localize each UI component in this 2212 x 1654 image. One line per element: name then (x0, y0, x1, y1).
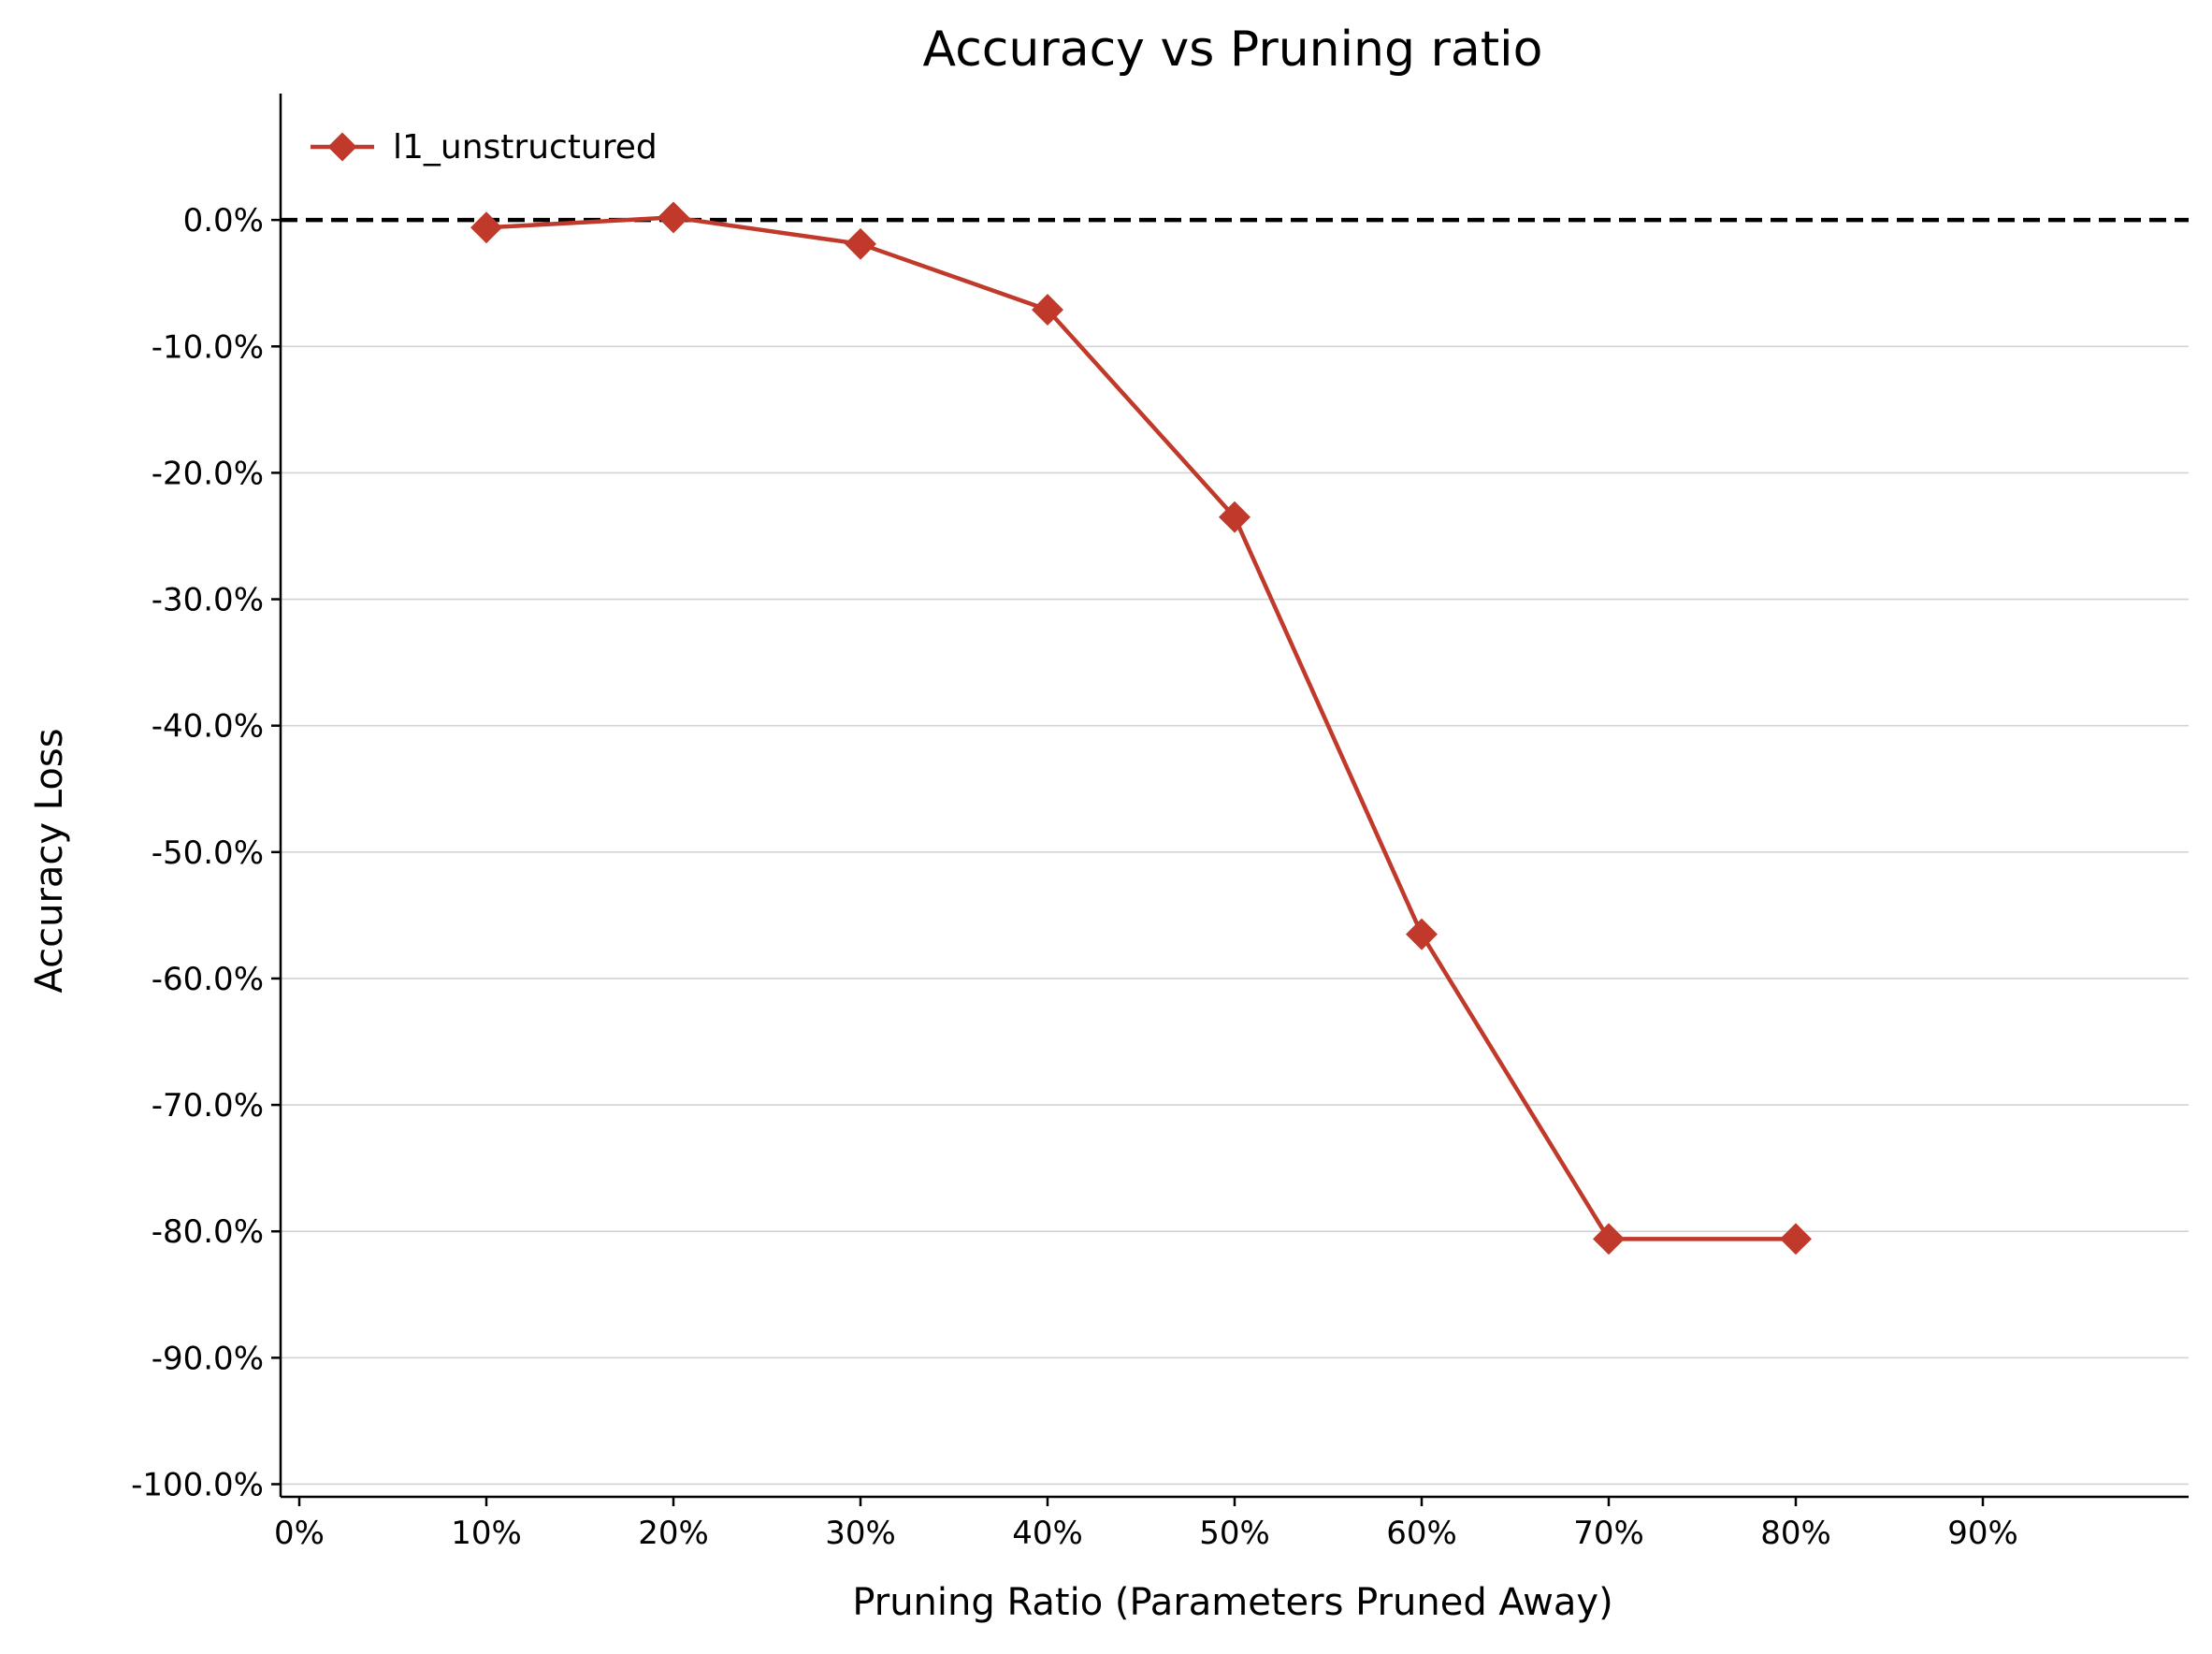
x-tick-label: 80% (1760, 1515, 1831, 1552)
data-point-marker (1032, 294, 1063, 326)
legend-diamond-marker (327, 132, 357, 162)
x-tick-label: 90% (1947, 1515, 2018, 1552)
x-tick-label: 50% (1199, 1515, 1270, 1552)
y-tick-label: -40.0% (152, 708, 264, 746)
data-point-marker (1219, 501, 1251, 533)
data-point-marker (1406, 918, 1438, 950)
x-tick-label: 70% (1573, 1515, 1644, 1552)
y-tick-label: -10.0% (152, 328, 264, 366)
x-tick-label: 40% (1012, 1515, 1083, 1552)
axes (279, 94, 2189, 1499)
y-axis-label: Accuracy Loss (28, 728, 71, 993)
legend: l1_unstructured (311, 128, 658, 167)
y-tick-label: 0.0% (183, 202, 264, 239)
y-tick-label: -50.0% (152, 834, 264, 872)
y-tick-label: -70.0% (152, 1087, 264, 1124)
chart-title: Accuracy vs Pruning ratio (923, 22, 1543, 78)
data-point-marker (1593, 1223, 1625, 1255)
y-tick-label: -30.0% (152, 582, 264, 619)
y-tick-label: -20.0% (152, 455, 264, 492)
x-tick-label: 30% (825, 1515, 896, 1552)
legend-label: l1_unstructured (393, 128, 658, 167)
x-axis-ticks: 0% 10% 20% 30% 40% 50% 60% 70% 80% 90% (274, 1497, 2018, 1552)
series-line (485, 215, 1796, 1241)
data-point-marker (470, 211, 502, 244)
grid-lines (281, 345, 2189, 1486)
x-tick-label: 0% (274, 1515, 325, 1552)
data-point-marker (845, 227, 876, 260)
y-axis-ticks: 0.0% -10.0% -20.0% -30.0% -40.0% -50.0% -60.0%… (131, 202, 281, 1503)
x-tick-label: 20% (638, 1515, 709, 1552)
y-tick-label: -80.0% (152, 1213, 264, 1251)
x-axis-label: Pruning Ratio (Parameters Pruned Away) (852, 1581, 1612, 1624)
y-tick-label: -60.0% (152, 961, 264, 998)
series-layer (470, 201, 1812, 1255)
x-tick-label: 10% (451, 1515, 522, 1552)
x-tick-label: 60% (1386, 1515, 1457, 1552)
data-point-marker (658, 201, 689, 234)
y-tick-label: -90.0% (152, 1340, 264, 1377)
data-point-marker (1780, 1223, 1812, 1255)
y-tick-label: -100.0% (131, 1466, 264, 1503)
